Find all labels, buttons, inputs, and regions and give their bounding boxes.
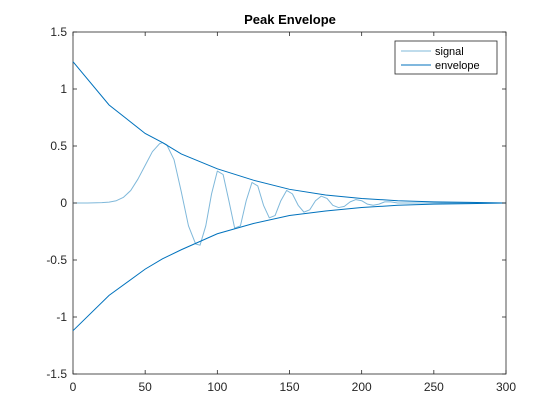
y-axis: -1.5 -1 -0.5 0 0.5 1 1.5 <box>46 25 506 381</box>
y-tick-label: 0.5 <box>50 139 67 153</box>
x-tick-label: 200 <box>352 380 372 394</box>
legend-box <box>394 40 498 75</box>
y-tick-label: 0 <box>60 196 67 210</box>
series-envelope-lower-line <box>72 202 507 332</box>
y-tick-label: 1 <box>60 82 67 96</box>
legend-label-signal: signal <box>435 46 464 58</box>
series-envelope-upper-line <box>72 61 507 204</box>
chart-title: Peak Envelope <box>244 12 336 27</box>
y-tick-label: -1 <box>56 310 67 324</box>
series-signal-line <box>73 142 506 246</box>
y-tick-label: -1.5 <box>46 367 67 381</box>
x-tick-label: 0 <box>70 380 77 394</box>
x-axis: 0 50 100 150 200 250 300 <box>70 32 516 394</box>
x-tick-label: 300 <box>496 380 516 394</box>
y-tick-label: 1.5 <box>50 25 67 39</box>
y-tick-label: -0.5 <box>46 253 67 267</box>
x-tick-label: 50 <box>138 380 152 394</box>
plot-area <box>72 31 507 375</box>
legend-label-envelope: envelope <box>435 60 480 72</box>
x-tick-label: 100 <box>207 380 227 394</box>
x-tick-label: 250 <box>424 380 444 394</box>
x-tick-label: 150 <box>279 380 299 394</box>
legend: signal envelope <box>394 40 498 75</box>
